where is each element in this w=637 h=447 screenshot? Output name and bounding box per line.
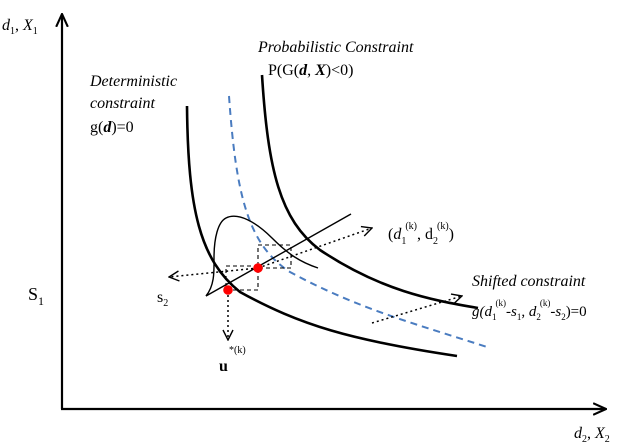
probabilistic-label: Probabilistic Constraint [257, 39, 414, 56]
shifted-constraint-label: Shifted constraint [472, 273, 586, 290]
deterministic-label-line2: constraint [90, 95, 155, 112]
deterministic-constraint-curve [185, 105, 458, 358]
arrow-to-design-point [257, 228, 372, 269]
mpp-marker [223, 285, 233, 295]
probabilistic-constraint-curve [260, 74, 479, 310]
box-around-mpp [225, 265, 259, 291]
probabilistic-equation: P(G(d, X)<0) [268, 62, 353, 79]
mpp-label: u [219, 358, 228, 375]
s1-label: S1 [28, 284, 44, 308]
deterministic-equation: g(d)=0 [90, 119, 134, 136]
shifted-constraint-curve [228, 95, 491, 349]
shifted-constraint-equation: g(d1(k)-s1, d2(k)-s2)=0 [472, 298, 587, 322]
mpp-superscript: *(k) [229, 345, 246, 356]
probability-density-curve [205, 215, 319, 297]
design-point-label: (d1(k), d2(k)) [388, 221, 454, 247]
deterministic-label-line1: Deterministic [89, 73, 177, 90]
s2-label: s2 [157, 289, 168, 309]
y-axis-label: d1, X1 [2, 17, 38, 37]
x-axis-label: d2, X2 [574, 425, 610, 445]
arrow-shifted [371, 296, 462, 324]
design-point-marker [253, 263, 263, 273]
box-around-design-point [257, 244, 292, 269]
tangent-line [205, 213, 352, 297]
